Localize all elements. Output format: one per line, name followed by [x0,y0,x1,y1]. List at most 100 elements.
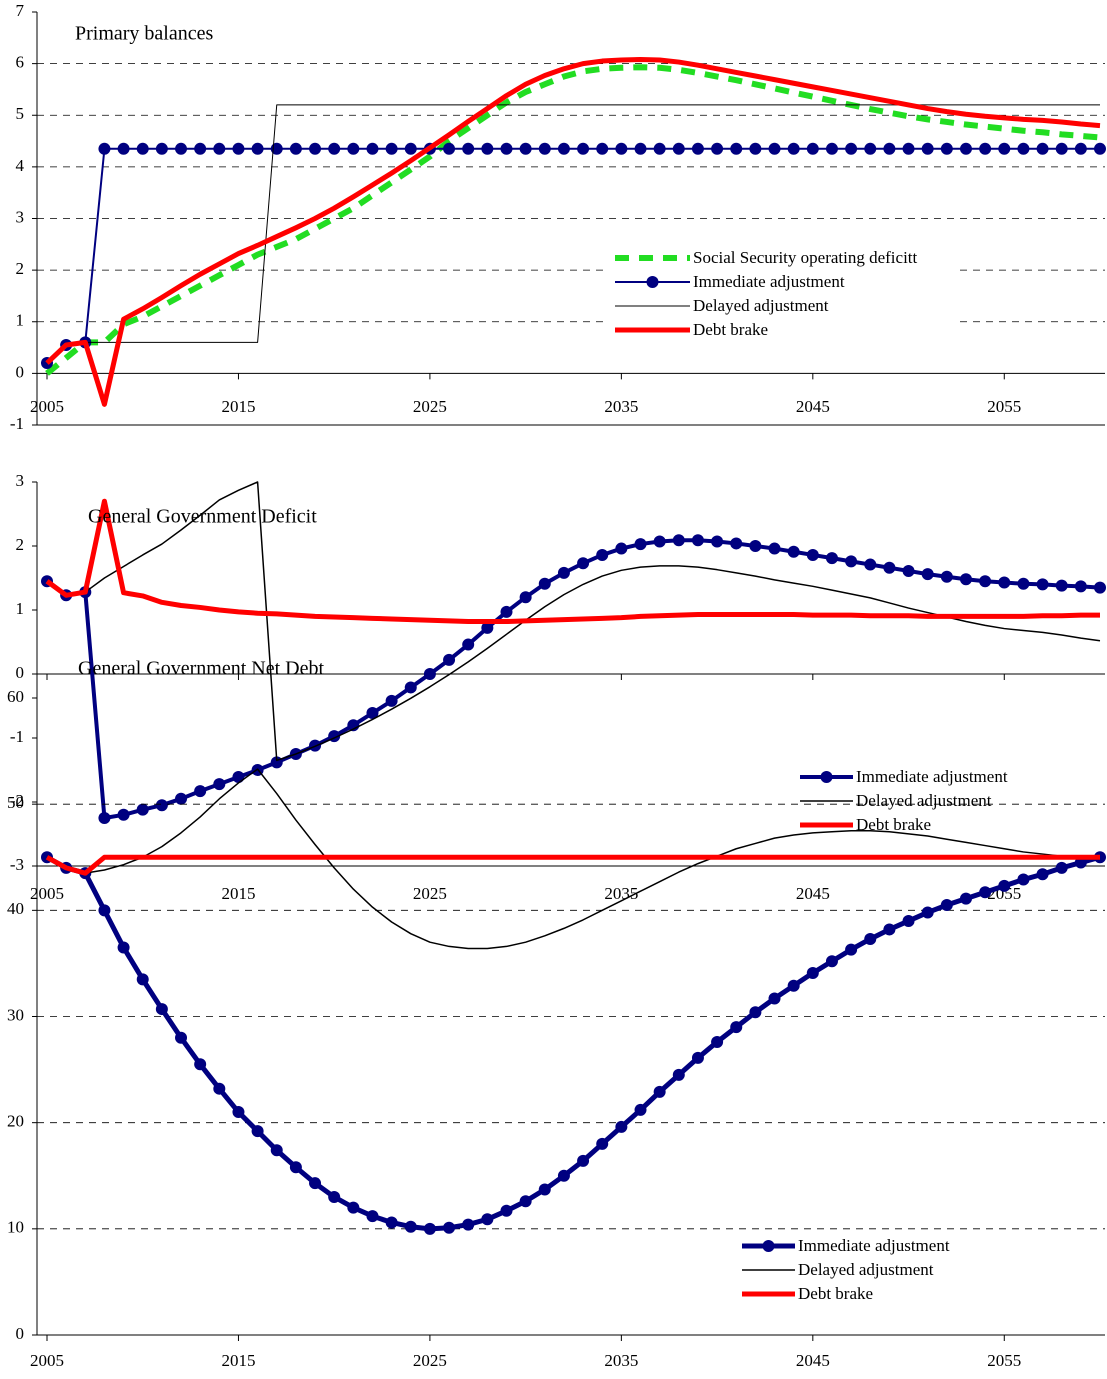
marker [98,904,111,917]
legend-label: Immediate adjustment [693,272,845,291]
y-tick-label: 1 [16,599,25,618]
legend-label: Social Security operating deficitt [693,248,918,267]
y-tick-label: 60 [7,687,24,706]
marker [634,538,647,551]
marker [672,1068,685,1081]
marker [902,142,915,155]
marker [672,534,685,547]
legend-label: Debt brake [798,1284,873,1303]
marker [538,577,551,590]
panel: -1 0 1 2 3 4 5 6 7 2005 2015 2025 2035 2045 2055 Social… [10,1,1106,433]
marker [768,142,781,155]
x-tick-label: 2025 [413,397,447,416]
marker [902,914,915,927]
marker [98,812,111,824]
marker [596,1137,609,1150]
marker [1055,579,1068,592]
marker [462,142,475,155]
marker [500,605,513,618]
marker [940,570,953,583]
marker [940,142,953,155]
marker [825,142,838,155]
marker [347,142,360,155]
marker [577,557,590,570]
marker [653,1085,666,1098]
x-tick-label: 2035 [604,884,638,903]
marker [845,555,858,568]
marker [940,899,953,912]
y-tick-label: 1 [16,311,25,330]
marker [998,879,1011,892]
x-tick-label: 2025 [413,884,447,903]
marker [155,799,168,812]
marker [538,142,551,155]
marker [117,941,130,954]
marker [519,142,532,155]
marker [1074,580,1087,593]
x-tick-label: 2005 [30,884,64,903]
y-tick-label: 10 [7,1218,24,1237]
marker [730,537,743,550]
marker [385,694,398,707]
marker [213,778,226,791]
y-tick-label: 6 [16,53,25,72]
marker [538,1183,551,1196]
legend-label: Delayed adjustment [856,791,992,810]
marker [787,979,800,992]
marker [557,142,570,155]
marker [155,1003,168,1016]
marker [1055,861,1068,874]
x-tick-label: 2025 [413,1351,447,1370]
marker [1094,142,1106,155]
y-tick-label: 0 [16,663,25,682]
y-tick-label: -1 [10,414,24,433]
marker [117,808,130,821]
marker [481,1213,494,1226]
marker [175,142,188,155]
marker [653,142,666,155]
chart-title: Primary balances [75,23,213,45]
marker [155,142,168,155]
marker [1036,578,1049,591]
marker [500,1204,513,1217]
marker [959,142,972,155]
marker [768,992,781,1005]
marker [653,535,666,548]
marker [347,1201,360,1214]
marker [443,653,456,666]
marker [289,1161,302,1174]
x-tick-label: 2005 [30,1351,64,1370]
marker [289,142,302,155]
marker [270,1144,283,1157]
marker [691,534,704,547]
legend-marker [646,276,659,288]
marker [1036,142,1049,155]
marker [806,142,819,155]
marker [404,1220,417,1233]
legend-label: Delayed adjustment [798,1260,934,1279]
marker [481,621,494,634]
marker [194,1058,207,1071]
y-tick-label: 3 [16,207,25,226]
x-tick-label: 2015 [221,884,255,903]
marker [462,1218,475,1231]
series-line [45,56,1101,407]
marker [136,803,149,816]
marker [366,707,379,720]
marker [979,142,992,155]
panel: 0 10 20 30 40 50 60 2005 2015 2025 2035 2045 2055 Imm… [7,658,1106,1370]
marker [385,1216,398,1229]
y-tick-label: 2 [16,259,25,278]
marker [309,142,322,155]
y-tick-label: 40 [7,899,24,918]
series-line [46,104,1100,364]
y-tick-label: -2 [10,791,24,810]
marker [1017,142,1030,155]
marker [749,540,762,552]
legend-label: Delayed adjustment [693,296,829,315]
marker [998,142,1011,155]
marker [691,142,704,155]
marker [634,1103,647,1116]
y-tick-label: 20 [7,1112,24,1131]
